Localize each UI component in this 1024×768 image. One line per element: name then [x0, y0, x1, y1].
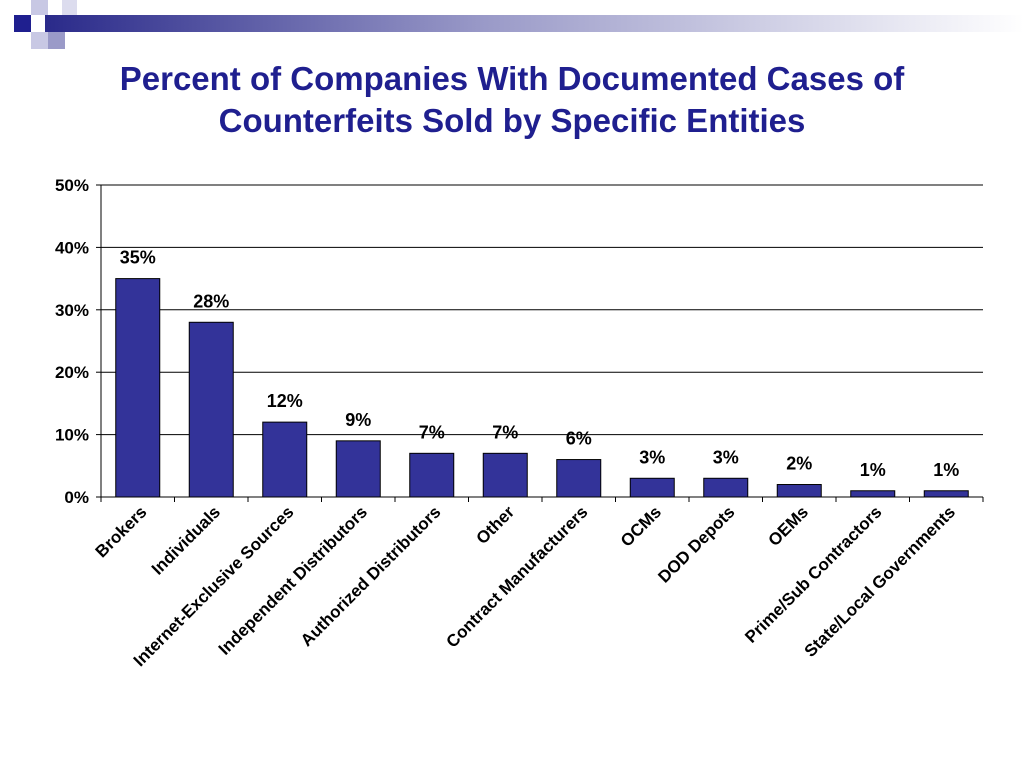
x-tick-label: Authorized Distributors [297, 502, 445, 650]
bar [409, 452, 455, 498]
x-tick-label: Contract Manufacturers [443, 502, 592, 651]
y-tick-label: 40% [55, 238, 89, 257]
bar [776, 484, 822, 498]
decor-square [48, 32, 65, 49]
y-tick-label: 10% [55, 426, 89, 445]
y-tick-label: 0% [64, 488, 89, 507]
data-label: 7% [419, 422, 445, 442]
x-tick-label: OCMs [617, 502, 665, 550]
bar [188, 321, 234, 498]
page-title: Percent of Companies With Documented Cas… [0, 58, 1024, 142]
bar [335, 440, 381, 498]
bar [482, 452, 528, 498]
header-decoration [14, 0, 1024, 49]
data-label: 2% [786, 454, 812, 474]
x-tick-label: State/Local Governments [801, 502, 959, 660]
x-tick-label: Individuals [148, 502, 224, 578]
data-label: 6% [566, 429, 592, 449]
bar [115, 278, 161, 498]
header-gradient-bar [45, 15, 1024, 32]
x-tick-label: Brokers [92, 502, 151, 561]
data-label: 28% [193, 291, 229, 311]
bar [703, 477, 749, 498]
data-label: 3% [639, 447, 665, 467]
y-tick-label: 30% [55, 301, 89, 320]
bar [629, 477, 675, 498]
y-tick-label: 50% [55, 176, 89, 195]
x-tick-label: Prime/Sub Contractors [741, 502, 885, 646]
decor-square [62, 0, 77, 15]
bar [923, 490, 969, 498]
data-label: 35% [120, 248, 156, 268]
bar [262, 421, 308, 498]
bar [850, 490, 896, 498]
data-label: 7% [492, 422, 518, 442]
decor-square [31, 32, 48, 49]
data-label: 12% [267, 391, 303, 411]
decor-square [31, 0, 48, 15]
data-label: 9% [345, 410, 371, 430]
title-line-2: Counterfeits Sold by Specific Entities [218, 102, 806, 139]
x-tick-label: OEMs [765, 502, 813, 550]
x-tick-label: DOD Depots [654, 502, 738, 586]
data-label: 1% [933, 460, 959, 480]
bar [556, 459, 602, 498]
y-tick-label: 20% [55, 363, 89, 382]
title-line-1: Percent of Companies With Documented Cas… [119, 60, 905, 97]
x-tick-label: Other [473, 502, 519, 548]
data-label: 1% [860, 460, 886, 480]
x-tick-label: Independent Distributors [215, 502, 371, 658]
decor-square [14, 15, 31, 32]
data-label: 3% [713, 447, 739, 467]
